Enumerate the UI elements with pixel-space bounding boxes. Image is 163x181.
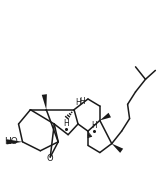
Text: H: H: [63, 119, 69, 129]
Polygon shape: [42, 94, 47, 110]
Text: H: H: [79, 97, 85, 106]
Text: H: H: [91, 121, 97, 130]
Polygon shape: [7, 139, 22, 144]
Text: O: O: [47, 154, 54, 163]
Text: HO: HO: [4, 137, 17, 146]
Polygon shape: [100, 113, 111, 120]
Text: H: H: [75, 98, 81, 107]
Polygon shape: [112, 144, 123, 153]
